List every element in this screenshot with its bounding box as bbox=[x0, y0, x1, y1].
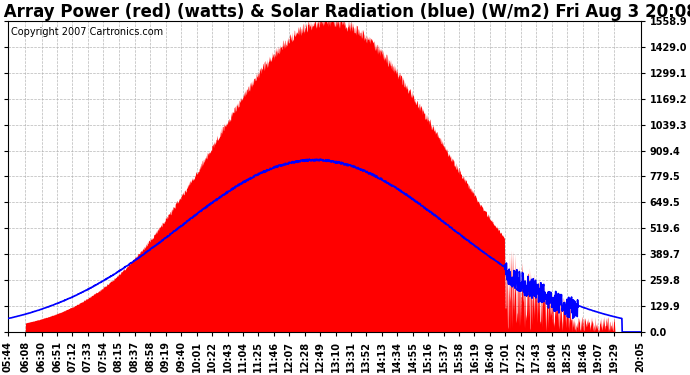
Text: Copyright 2007 Cartronics.com: Copyright 2007 Cartronics.com bbox=[11, 27, 163, 37]
Title: West Array Power (red) (watts) & Solar Radiation (blue) (W/m2) Fri Aug 3 20:08: West Array Power (red) (watts) & Solar R… bbox=[0, 3, 690, 21]
